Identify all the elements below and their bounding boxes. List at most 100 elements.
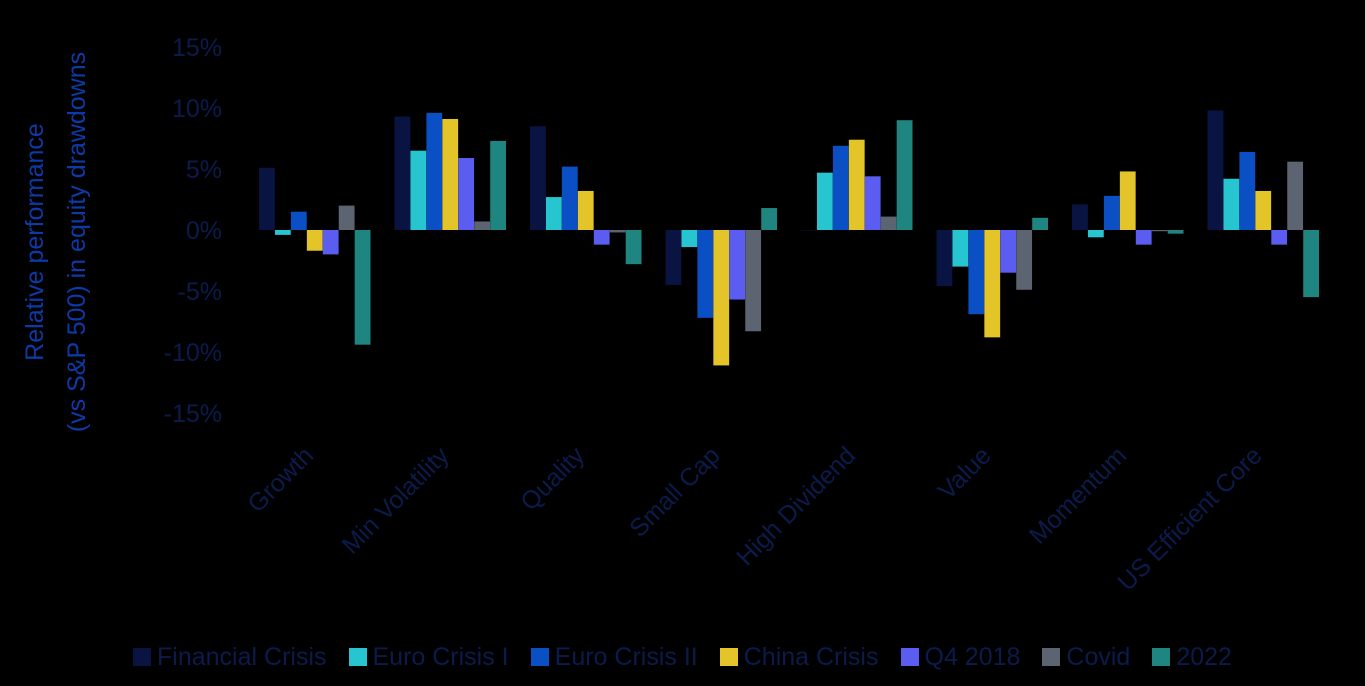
bar [593,230,610,245]
legend-label: Financial Crisis [157,642,327,671]
legend-swatch [133,648,152,666]
bar [561,166,578,230]
x-tick-label: Min Volatility [337,441,455,559]
bar [259,167,275,230]
x-tick-label: Momentum [1024,441,1132,549]
bar [609,230,626,233]
bar [745,230,762,332]
bar [936,230,953,287]
bar [1000,230,1017,273]
bar [1135,230,1152,245]
chart-frame: Relative performance (vs S&P 500) in equi… [7,5,1358,682]
bar [1072,204,1088,230]
legend-item: Financial Crisis [133,642,327,672]
bar [1151,230,1168,232]
legend-item: 2022 [1152,643,1232,672]
bar [896,120,913,230]
legend-label: Q4 2018 [924,642,1021,671]
legend-item: Covid [1042,643,1130,672]
bar [1016,230,1033,290]
bar [832,145,849,230]
bar [665,230,682,285]
bar [1087,230,1104,238]
bar [394,116,411,230]
bar [848,139,865,230]
legend-swatch [530,648,549,666]
bar [681,230,698,248]
bar [306,230,323,251]
bar [426,112,443,230]
legend: Financial Crisis Euro Crisis I Euro Crisis… [7,639,1358,675]
x-axis-ticks: Growth Min Volatility Quality Small Cap High… [242,441,1267,596]
legend-label: China Crisis [743,642,879,671]
bars [259,110,1319,366]
legend-swatch [348,648,367,666]
bar [1207,110,1224,230]
bar [338,205,355,230]
legend-label: Euro Crisis II [554,642,698,671]
bar [545,197,562,230]
bar [490,140,506,230]
y-tick-label: -5% [178,278,222,306]
bar-chart: Relative performance (vs S&P 500) in equi… [21,34,1319,597]
x-tick-label: Small Cap [624,441,725,542]
bar [697,230,714,318]
y-tick-label: -10% [164,339,222,367]
legend-item: Q4 2018 [900,642,1021,672]
y-tick-label: 0% [186,217,222,245]
bar [1255,190,1272,230]
bar [864,176,881,230]
bar [1167,230,1184,234]
bar [984,230,1001,338]
bar [322,230,339,255]
x-tick-label: High Dividend [731,441,861,571]
legend-swatch [900,648,919,666]
bar [1223,178,1240,230]
y-tick-label: 10% [172,95,222,123]
legend-item: China Crisis [719,642,879,672]
bar [1103,195,1120,230]
bar [474,221,491,230]
bar [816,172,833,230]
bar [952,230,969,267]
bar [274,230,291,235]
bar [801,230,817,231]
bar [1239,151,1256,230]
bar [530,126,546,230]
legend-label: Covid [1066,642,1131,671]
bar [290,211,307,230]
bar [1287,161,1304,230]
bar [458,158,475,230]
bar [1119,171,1136,230]
x-tick-label: Growth [242,441,319,518]
x-tick-label: Value [933,441,997,505]
y-axis-label-line: (vs S&P 500) in equity drawdowns [63,52,91,432]
legend-label: 2022 [1176,642,1232,671]
legend-swatch [1152,648,1171,666]
y-axis-ticks: 15% 10% 5% 0% -5% -10% -15% [164,34,222,428]
y-axis-label: Relative performance (vs S&P 500) in equi… [21,52,91,432]
legend-item: Euro Crisis II [530,642,698,672]
bar [625,230,642,265]
y-tick-label: 15% [172,34,222,62]
bar [1303,230,1319,298]
legend-label: Euro Crisis I [372,642,509,671]
bar [729,230,746,300]
bar [410,150,427,230]
bar [354,230,371,345]
bar [1032,217,1048,230]
bar [761,208,777,230]
bar [577,190,594,230]
legend-item: Euro Crisis I [348,642,509,672]
x-tick-label: Quality [515,441,590,516]
legend-swatch [1042,648,1061,666]
y-tick-label: -15% [164,400,222,428]
x-tick-label: US Efficient Core [1113,441,1268,596]
bar [880,216,897,230]
y-axis-label-line: Relative performance [21,123,49,361]
bar [968,230,985,315]
bar [713,230,730,366]
legend-swatch [719,648,738,666]
bar [442,118,459,230]
bar [1271,230,1288,245]
